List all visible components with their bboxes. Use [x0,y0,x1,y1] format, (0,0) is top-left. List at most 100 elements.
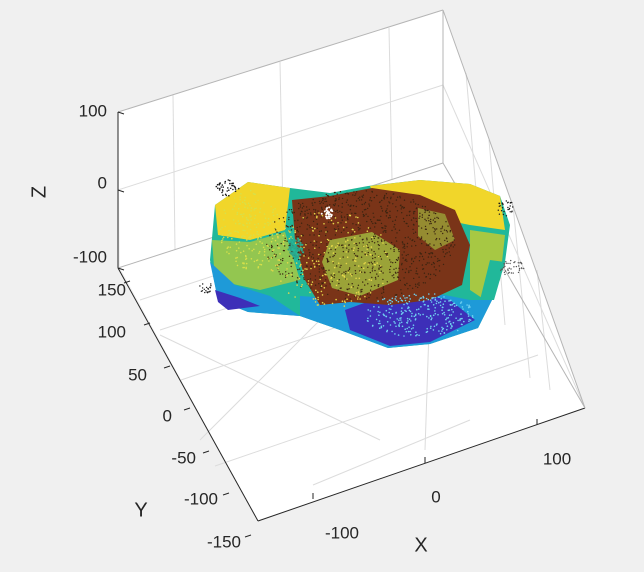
cloud-point-cyan [395,299,398,302]
cloud-point-dark [454,244,456,246]
cloud-point-dark [358,242,361,244]
cloud-point-lime [235,257,237,259]
cloud-point-cyan [404,297,406,299]
cloud-point-dark [428,214,430,217]
cloud-point-dark [379,219,381,221]
cloud-point-cyan [467,315,470,317]
cloud-point-dark [310,214,312,216]
cloud-point-outlier [510,272,513,274]
cloud-point-dark [304,214,306,216]
cloud-point-dark [374,226,376,228]
cloud-point-dark [294,220,296,222]
cloud-point-dark [340,244,343,246]
cloud-point-highlight [330,209,333,212]
cloud-point-yellow [366,230,369,232]
cloud-point-dark [385,210,387,213]
cloud-point-dark [326,260,329,263]
cloud-point-outlier [498,202,500,204]
cloud-point-dark [299,268,301,270]
cloud-point-dark [407,236,409,238]
cloud-point-dark [322,255,324,258]
cloud-point-outlier [229,187,232,190]
cloud-point-yellow [362,267,365,270]
cloud-point-dark [381,266,383,268]
cloud-point-cyan [399,322,401,324]
cloud-point-dark [352,205,355,207]
cloud-point-cyan [441,309,443,312]
cloud-point-dark [409,210,411,212]
cloud-point-dark [390,248,392,250]
cloud-point-dark [286,240,288,242]
cloud-point-cyan [391,313,394,315]
cloud-point-lime [245,257,248,260]
cloud-point-yellow [358,265,360,267]
cloud-point-cyan [467,310,469,313]
cloud-point-cyan [409,330,412,333]
cloud-point-dark [336,265,338,267]
cloud-point-outlier [224,193,227,196]
cloud-point-dark [359,196,361,198]
cloud-point-dark [323,267,325,270]
cloud-point-dark [368,296,370,299]
cloud-point-dark [435,239,437,241]
cloud-point-dark [415,203,417,205]
cloud-point-dark [344,192,347,195]
cloud-point-highlight [328,213,330,216]
cloud-point-dark [325,269,327,272]
cloud-point-dark [444,239,446,242]
cloud-point-dark [408,214,411,216]
cloud-point-cyan [390,308,392,311]
cloud-point-dark [355,224,357,226]
cloud-point-yellow [309,291,311,294]
cloud-point-dark [381,240,383,242]
cloud-point-dark [296,280,298,282]
cloud-point-dark [430,218,432,221]
cloud-point-dark [347,270,349,272]
cloud-point-dark [318,265,321,267]
cloud-point-dark [416,237,419,239]
cloud-point-yellow [345,221,347,223]
cloud-point-dark [353,253,356,255]
cloud-point-dark [439,243,442,245]
cloud-point-dark [380,222,383,225]
cloud-point-outlier [507,268,509,270]
cloud-point-yellow [288,237,291,240]
cloud-point-dark [420,253,423,255]
cloud-point-dark [313,208,315,211]
cloud-point-dark [402,247,404,249]
cloud-point-dark [419,212,421,214]
cloud-point-yellow [366,254,368,256]
cloud-point-dark [382,278,384,281]
cloud-point-yellow [367,227,370,229]
cloud-point-outlier [507,208,509,211]
cloud-point-dark [366,239,368,241]
cloud-point-dark [367,207,369,210]
cloud-point-outlier [500,269,502,272]
cloud-point-cyan [452,302,455,305]
cloud-point-dark [396,276,399,278]
cloud-point-dark [413,224,415,226]
cloud-point-lime [264,222,266,225]
cloud-point-yellow [355,257,357,259]
cloud-point-dark [430,248,432,250]
cloud-point-dark [393,277,395,279]
cloud-point-yellow [299,257,301,259]
cloud-point-dark [349,298,351,300]
cloud-point-yellow [339,257,341,260]
cloud-point-dark [433,244,435,246]
cloud-point-lime [227,236,229,239]
cloud-point-dark [386,197,388,199]
cloud-point-yellow [307,280,310,282]
cloud-point-lime [256,230,259,233]
cloud-point-dark [446,252,448,254]
cloud-point-dark [356,255,358,258]
cloud-point-dark [365,190,367,192]
cloud-point-dark [304,254,307,256]
cloud-point-cyan [460,313,462,315]
cloud-point-dark [306,209,308,211]
cloud-point-dark [396,232,398,234]
cloud-point-dark [355,254,357,257]
cloud-point-cyan [435,302,438,305]
cloud-point-yellow [352,249,355,252]
cloud-point-dark [291,272,293,274]
